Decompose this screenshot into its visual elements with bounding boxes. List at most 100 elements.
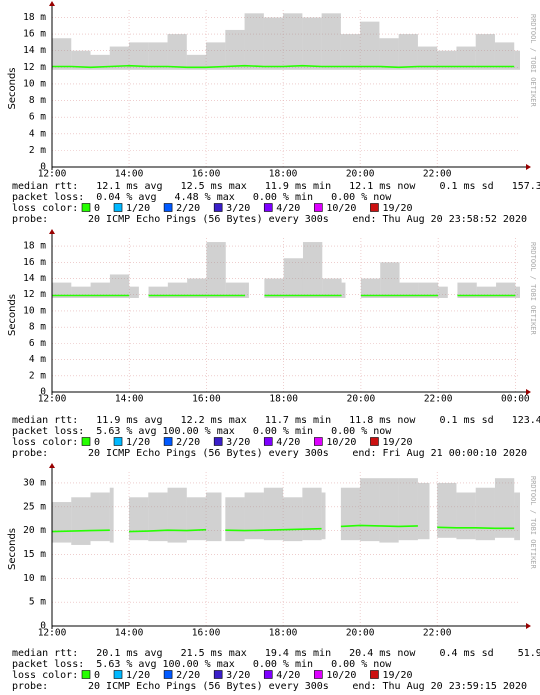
loss-swatch <box>370 437 379 446</box>
smoke <box>515 286 520 298</box>
smoke <box>302 17 322 70</box>
smoke <box>283 258 303 298</box>
smoke <box>340 487 361 541</box>
x-tick-label: 22:00 <box>423 628 452 639</box>
smoke <box>496 282 516 298</box>
smoke <box>244 492 264 540</box>
arrow <box>49 463 55 468</box>
x-tick-label: 20:00 <box>346 169 375 180</box>
smoke <box>380 262 400 298</box>
smoke <box>418 282 439 298</box>
loss-swatch <box>263 203 273 212</box>
y-tick-label: 8 m <box>29 95 46 106</box>
smoke <box>109 46 130 70</box>
y-tick-label: 6 m <box>29 112 46 123</box>
loss-swatch <box>213 437 223 446</box>
arrow <box>49 1 55 6</box>
loss-entry: 3/20 <box>226 437 250 448</box>
smoke <box>476 286 497 298</box>
x-tick-label: 12:00 <box>38 628 67 639</box>
y-tick-label: 18 m <box>23 12 46 23</box>
loss-entry: 10/20 <box>326 670 356 681</box>
probe-text: 20 ICMP Echo Pings (56 Bytes) every 300s <box>88 214 329 225</box>
y-tick-label: 16 m <box>23 257 46 268</box>
loss-swatch <box>163 437 173 446</box>
y-tick-label: 2 m <box>29 145 46 156</box>
smoke <box>302 242 323 298</box>
chart: 0 5 m 10 m 15 m 20 m 25 m 30 m 12:00 14:00 16:00 1… <box>7 463 540 692</box>
y-tick-label: 5 m <box>29 597 46 608</box>
loss-swatch <box>81 203 91 212</box>
smoke <box>379 478 399 543</box>
loss-label: loss color: <box>12 437 78 448</box>
y-tick-label: 10 m <box>23 78 46 89</box>
y-axis-label: Seconds <box>7 67 18 109</box>
smoke <box>129 42 149 70</box>
smoke <box>494 478 515 538</box>
median-line <box>52 64 515 69</box>
smoke <box>263 17 284 70</box>
smoke <box>71 497 91 545</box>
smoke <box>398 478 418 541</box>
smoke <box>225 29 245 70</box>
smoke <box>52 502 72 543</box>
smoke <box>148 492 168 542</box>
y-tick-label: 20 m <box>23 525 46 536</box>
probe-text: 20 ICMP Echo Pings (56 Bytes) every 300s <box>88 681 329 692</box>
end-time: end: Thu Aug 20 23:59:15 2020 <box>352 681 527 692</box>
loss-entry: 1/20 <box>126 437 150 448</box>
y-tick-label: 0 <box>40 621 46 632</box>
smoke <box>264 278 284 298</box>
y-axis-label: Seconds <box>7 294 18 336</box>
loss-entry: 10/20 <box>326 203 356 214</box>
loss-swatch <box>314 670 323 679</box>
probe-label: probe: <box>12 448 48 459</box>
arrow <box>526 623 531 629</box>
smoke <box>438 286 448 298</box>
x-tick-label: 14:00 <box>115 394 144 405</box>
loss-entry: 19/20 <box>382 437 412 448</box>
loss-label: loss color: <box>12 670 78 681</box>
loss-swatch <box>263 437 273 446</box>
y-tick-label: 18 m <box>23 241 46 252</box>
smoke <box>321 13 341 70</box>
loss-entry: 19/20 <box>382 203 412 214</box>
watermark: RRDTOOL / TOBI OETIKER <box>529 14 537 108</box>
y-tick-label: 4 m <box>29 354 46 365</box>
watermark: RRDTOOL / TOBI OETIKER <box>529 476 537 570</box>
x-tick-label: 18:00 <box>269 628 298 639</box>
loss-entry: 1/20 <box>126 670 150 681</box>
smoke <box>129 286 139 298</box>
chart: 0 2 m 4 m 6 m 8 m 10 m 12 m 14 m 16 m 18 m 12:00 14… <box>7 229 540 459</box>
smoke <box>206 242 226 298</box>
y-tick-label: 14 m <box>23 273 46 284</box>
x-tick-label: 16:00 <box>192 628 221 639</box>
loss-swatch <box>370 670 379 679</box>
y-tick-label: 12 m <box>23 62 46 73</box>
smoke <box>399 282 419 298</box>
stats-line: packet loss: 0.04 % avg 4.48 % max 0.00 … <box>12 192 392 203</box>
loss-swatch <box>314 437 323 446</box>
smoke <box>167 282 188 298</box>
y-tick-label: 0 <box>40 162 46 173</box>
smoke <box>167 34 187 70</box>
x-tick-label: 22:00 <box>424 394 453 405</box>
stats-line: packet loss: 5.63 % avg 100.00 % max 0.0… <box>12 426 392 437</box>
smoke <box>225 282 246 298</box>
smoke <box>322 278 342 298</box>
y-tick-label: 0 <box>40 387 46 398</box>
smoke <box>514 50 520 70</box>
stats-line: median rtt: 20.1 ms avg 21.5 ms max 19.4… <box>12 648 540 659</box>
loss-entry: 0 <box>94 670 100 681</box>
end-time: end: Fri Aug 21 00:00:10 2020 <box>352 448 527 459</box>
smoke <box>71 286 91 298</box>
smoke <box>457 282 477 298</box>
loss-entry: 1/20 <box>126 203 150 214</box>
y-tick-label: 15 m <box>23 549 46 560</box>
loss-swatch <box>163 670 173 679</box>
y-tick-label: 10 m <box>23 573 46 584</box>
loss-swatch <box>81 670 91 679</box>
smoke <box>52 38 72 70</box>
x-tick-label: 22:00 <box>423 169 452 180</box>
